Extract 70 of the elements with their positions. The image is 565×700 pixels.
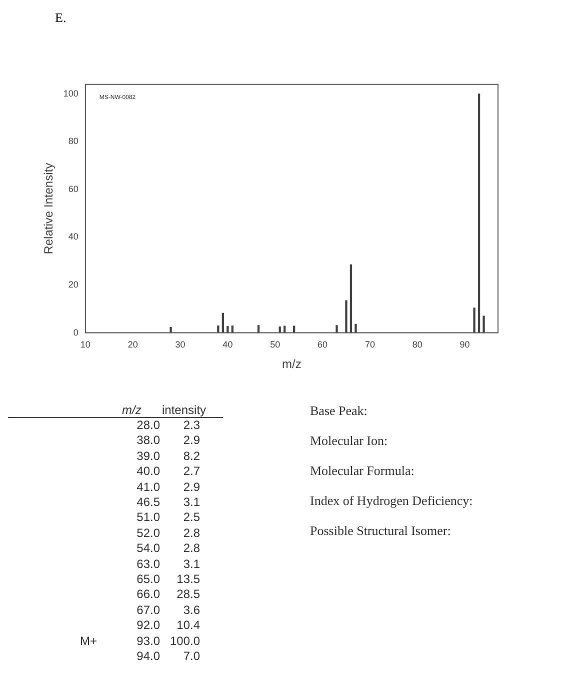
text: m/z — [122, 403, 142, 417]
x-tick-label: 20 — [128, 340, 138, 350]
text: 2.3 — [182, 418, 200, 434]
text: 10.4 — [176, 618, 200, 634]
bar — [482, 316, 485, 333]
text: Molecular Formula: — [310, 463, 416, 480]
bar — [350, 264, 352, 333]
bar — [345, 300, 348, 333]
y-tick-label: 60 — [68, 184, 78, 194]
text: 28.5 — [176, 587, 200, 603]
text: M+ — [80, 634, 98, 650]
chart-title: E. — [55, 10, 66, 26]
text: 3.6 — [182, 602, 200, 618]
text: 63.0 — [136, 556, 160, 572]
x-tick-label: 30 — [175, 340, 186, 350]
bar — [217, 326, 220, 333]
text: 46.5 — [136, 495, 160, 510]
bar — [336, 325, 338, 333]
text: 3.1 — [182, 556, 200, 572]
bar — [257, 325, 260, 333]
text: 52.0 — [136, 526, 160, 542]
y-tick-label: 80 — [68, 136, 78, 146]
text: 8.2 — [182, 448, 200, 464]
text: 38.0 — [136, 433, 160, 449]
y-tick-label: 0 — [73, 327, 78, 338]
y-tick-label: 20 — [68, 280, 78, 290]
text: Base Peak: — [310, 403, 368, 420]
text: intensity — [162, 403, 206, 417]
text: 65.0 — [136, 572, 160, 588]
text: 100.0 — [168, 634, 200, 650]
text: 2.8 — [182, 526, 200, 542]
text: 39.0 — [136, 448, 160, 464]
bar — [222, 312, 224, 333]
y-tick-label: 100 — [63, 88, 78, 98]
text: 28.0 — [136, 418, 160, 434]
bar — [226, 326, 229, 333]
bar — [170, 326, 172, 333]
text: 40.0 — [136, 464, 160, 480]
x-tick-label: 50 — [270, 340, 280, 350]
bar — [478, 94, 480, 333]
text: 13.5 — [176, 572, 200, 588]
text: Possible Structural Isomer: — [310, 523, 452, 540]
x-tick-label: 10 — [80, 340, 90, 350]
x-axis-title: m/z — [282, 357, 302, 372]
text: 41.0 — [136, 480, 160, 496]
y-tick-label: 40 — [68, 232, 78, 242]
x-tick-label: 90 — [460, 340, 470, 350]
y-axis-title: Relative Intensity — [42, 162, 56, 254]
text: Molecular Ion: — [310, 433, 389, 450]
bar — [354, 324, 357, 333]
text: 3.1 — [182, 495, 200, 510]
text: 2.7 — [182, 464, 200, 480]
text: 66.0 — [136, 587, 160, 603]
bar — [473, 308, 476, 333]
text: 2.9 — [182, 480, 200, 496]
text: 67.0 — [136, 602, 160, 618]
x-tick-label: 70 — [364, 340, 375, 350]
text: Index of Hydrogen Deficiency: — [310, 493, 473, 510]
text: 94.0 — [136, 649, 160, 664]
text: 51.0 — [136, 510, 160, 526]
x-tick-label: 80 — [412, 340, 422, 350]
text: 2.8 — [182, 541, 200, 557]
x-tick-label: 60 — [318, 340, 328, 350]
text: 93.0 — [136, 634, 160, 650]
text: 92.0 — [136, 618, 160, 634]
x-tick-label: 40 — [222, 340, 233, 350]
text: 54.0 — [136, 541, 160, 557]
text: 2.5 — [182, 510, 200, 526]
text: 7.0 — [182, 649, 200, 664]
text: 2.9 — [182, 433, 200, 449]
